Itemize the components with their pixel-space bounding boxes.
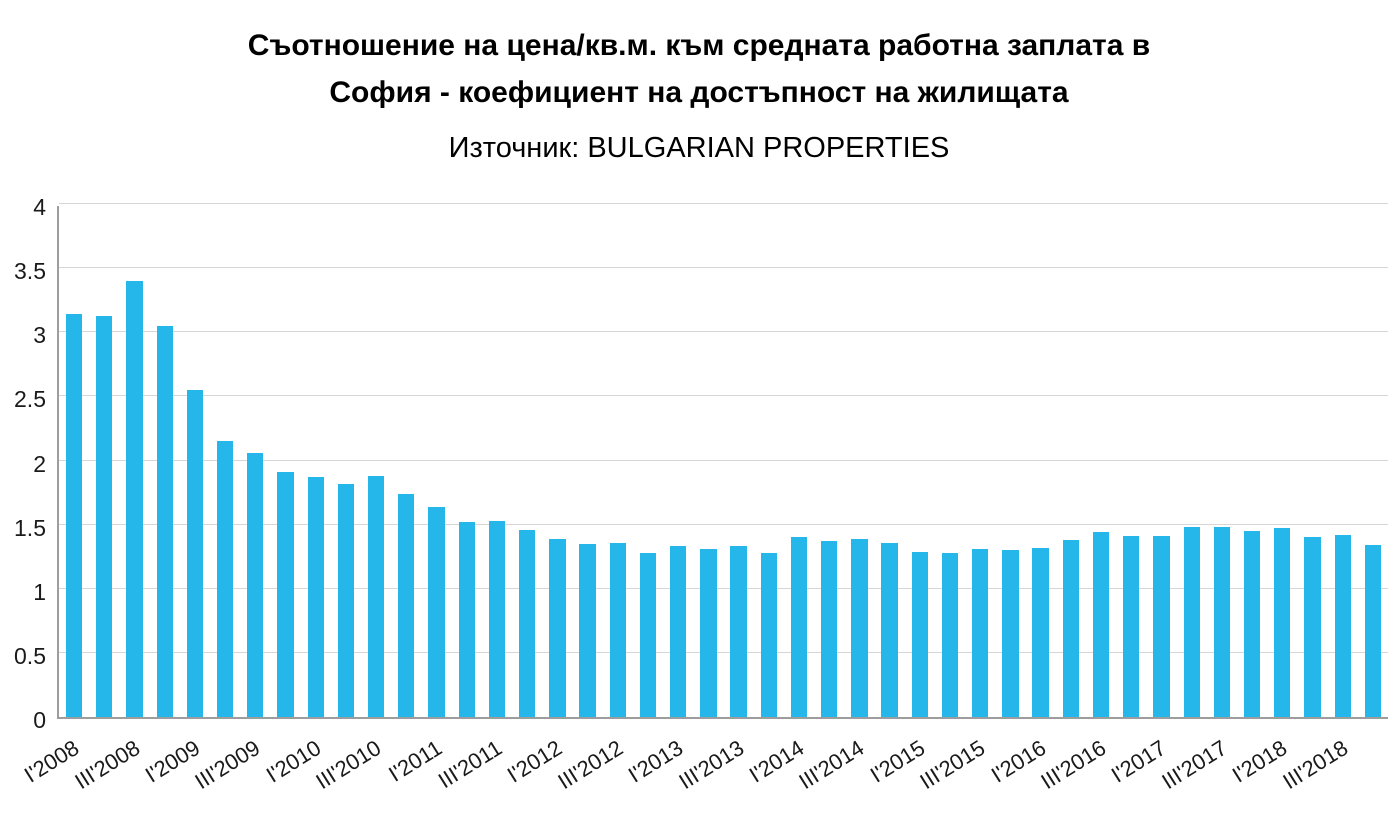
y-axis-tick-label: 4 — [33, 194, 46, 220]
y-axis-tick-label: 2.5 — [14, 386, 46, 413]
chart-title-line1: Съотношение на цена/кв.м. към средната р… — [247, 29, 1151, 62]
bar-III'2009 — [247, 452, 264, 717]
bar-II'2015 — [941, 552, 959, 717]
bar-I'2008 — [65, 314, 83, 717]
gridline — [59, 395, 1388, 397]
bar-I'2018 — [1274, 528, 1291, 717]
bar-III'2018 — [1334, 534, 1351, 717]
y-axis-labels: 0 0.5 1 1.5 2 2.5 3 3.5 4 — [0, 194, 46, 733]
gridline — [59, 203, 1388, 204]
chart-source-subtitle: Източник: BULGARIAN PROPERTIES — [448, 132, 950, 164]
bar-II'2008 — [96, 315, 113, 717]
gridline — [59, 459, 1388, 461]
bar-IV'2011 — [519, 529, 536, 717]
bar-III'2017 — [1213, 527, 1231, 717]
gridline — [59, 651, 1388, 653]
bar-II'2010 — [337, 483, 355, 717]
gridline — [59, 267, 1388, 269]
gridline — [59, 587, 1388, 589]
bar-chart: 0 0.5 1 1.5 2 2.5 3 3.5 4 I'2008 III'2008 I'2009 II… — [0, 194, 1398, 834]
bar-I'2016 — [1032, 547, 1049, 717]
bar-IV'2009 — [277, 472, 294, 717]
bar-III'2010 — [367, 475, 385, 717]
gridline — [59, 523, 1388, 525]
bar-I'2010 — [307, 477, 324, 717]
bar-IV'2017 — [1243, 531, 1261, 717]
plot-area — [57, 203, 1388, 719]
bar-II'2013 — [700, 549, 717, 717]
bar-IV'2013 — [760, 552, 777, 717]
bar-IV'2018 — [1364, 545, 1382, 717]
bar-I'2012 — [549, 538, 566, 717]
bar-III'2014 — [851, 538, 868, 717]
y-axis-tick-label: 1.5 — [14, 514, 46, 541]
bar-I'2009 — [186, 389, 204, 717]
bar-III'2012 — [609, 542, 626, 717]
bar-IV'2014 — [881, 542, 898, 717]
bar-IV'2016 — [1123, 536, 1140, 717]
chart-header: Съотношение на цена/кв.м. към средната р… — [0, 22, 1398, 168]
y-axis-tick-label: 3.5 — [14, 258, 46, 285]
bar-IV'2010 — [398, 493, 415, 717]
x-axis-labels: I'2008 III'2008 I'2009 III'2009 I'2010 III'20… — [0, 723, 1398, 833]
gridline — [59, 331, 1388, 333]
bar-IV'2015 — [1002, 550, 1019, 717]
y-axis-tick-label: 0 — [33, 707, 46, 733]
bar-IV'2008 — [156, 325, 173, 717]
bar-I'2013 — [670, 546, 687, 717]
y-axis-tick-label: 2 — [33, 450, 46, 477]
bar-II'2018 — [1304, 537, 1321, 717]
bar-III'2011 — [488, 520, 506, 717]
bar-III'2015 — [972, 549, 989, 717]
bar-I'2015 — [911, 551, 928, 717]
y-axis-tick-label: 1 — [33, 578, 46, 605]
y-axis-tick-label: 0.5 — [14, 642, 46, 669]
bar-III'2013 — [730, 546, 747, 717]
bar-I'2017 — [1153, 536, 1170, 717]
bar-II'2014 — [821, 541, 838, 717]
bar-II'2017 — [1183, 527, 1200, 717]
bar-I'2011 — [428, 506, 445, 717]
bar-II'2009 — [216, 441, 234, 717]
bar-I'2014 — [790, 537, 808, 717]
bar-II'2016 — [1062, 540, 1079, 717]
bar-II'2011 — [458, 522, 475, 717]
y-axis-tick-label: 3 — [33, 322, 46, 349]
chart-title-line2: София - коефициент на достъпност на жили… — [329, 76, 1069, 109]
bar-III'2016 — [1092, 532, 1110, 717]
bar-IV'2012 — [639, 552, 657, 717]
bar-II'2012 — [579, 543, 596, 717]
bar-III'2008 — [126, 280, 143, 717]
